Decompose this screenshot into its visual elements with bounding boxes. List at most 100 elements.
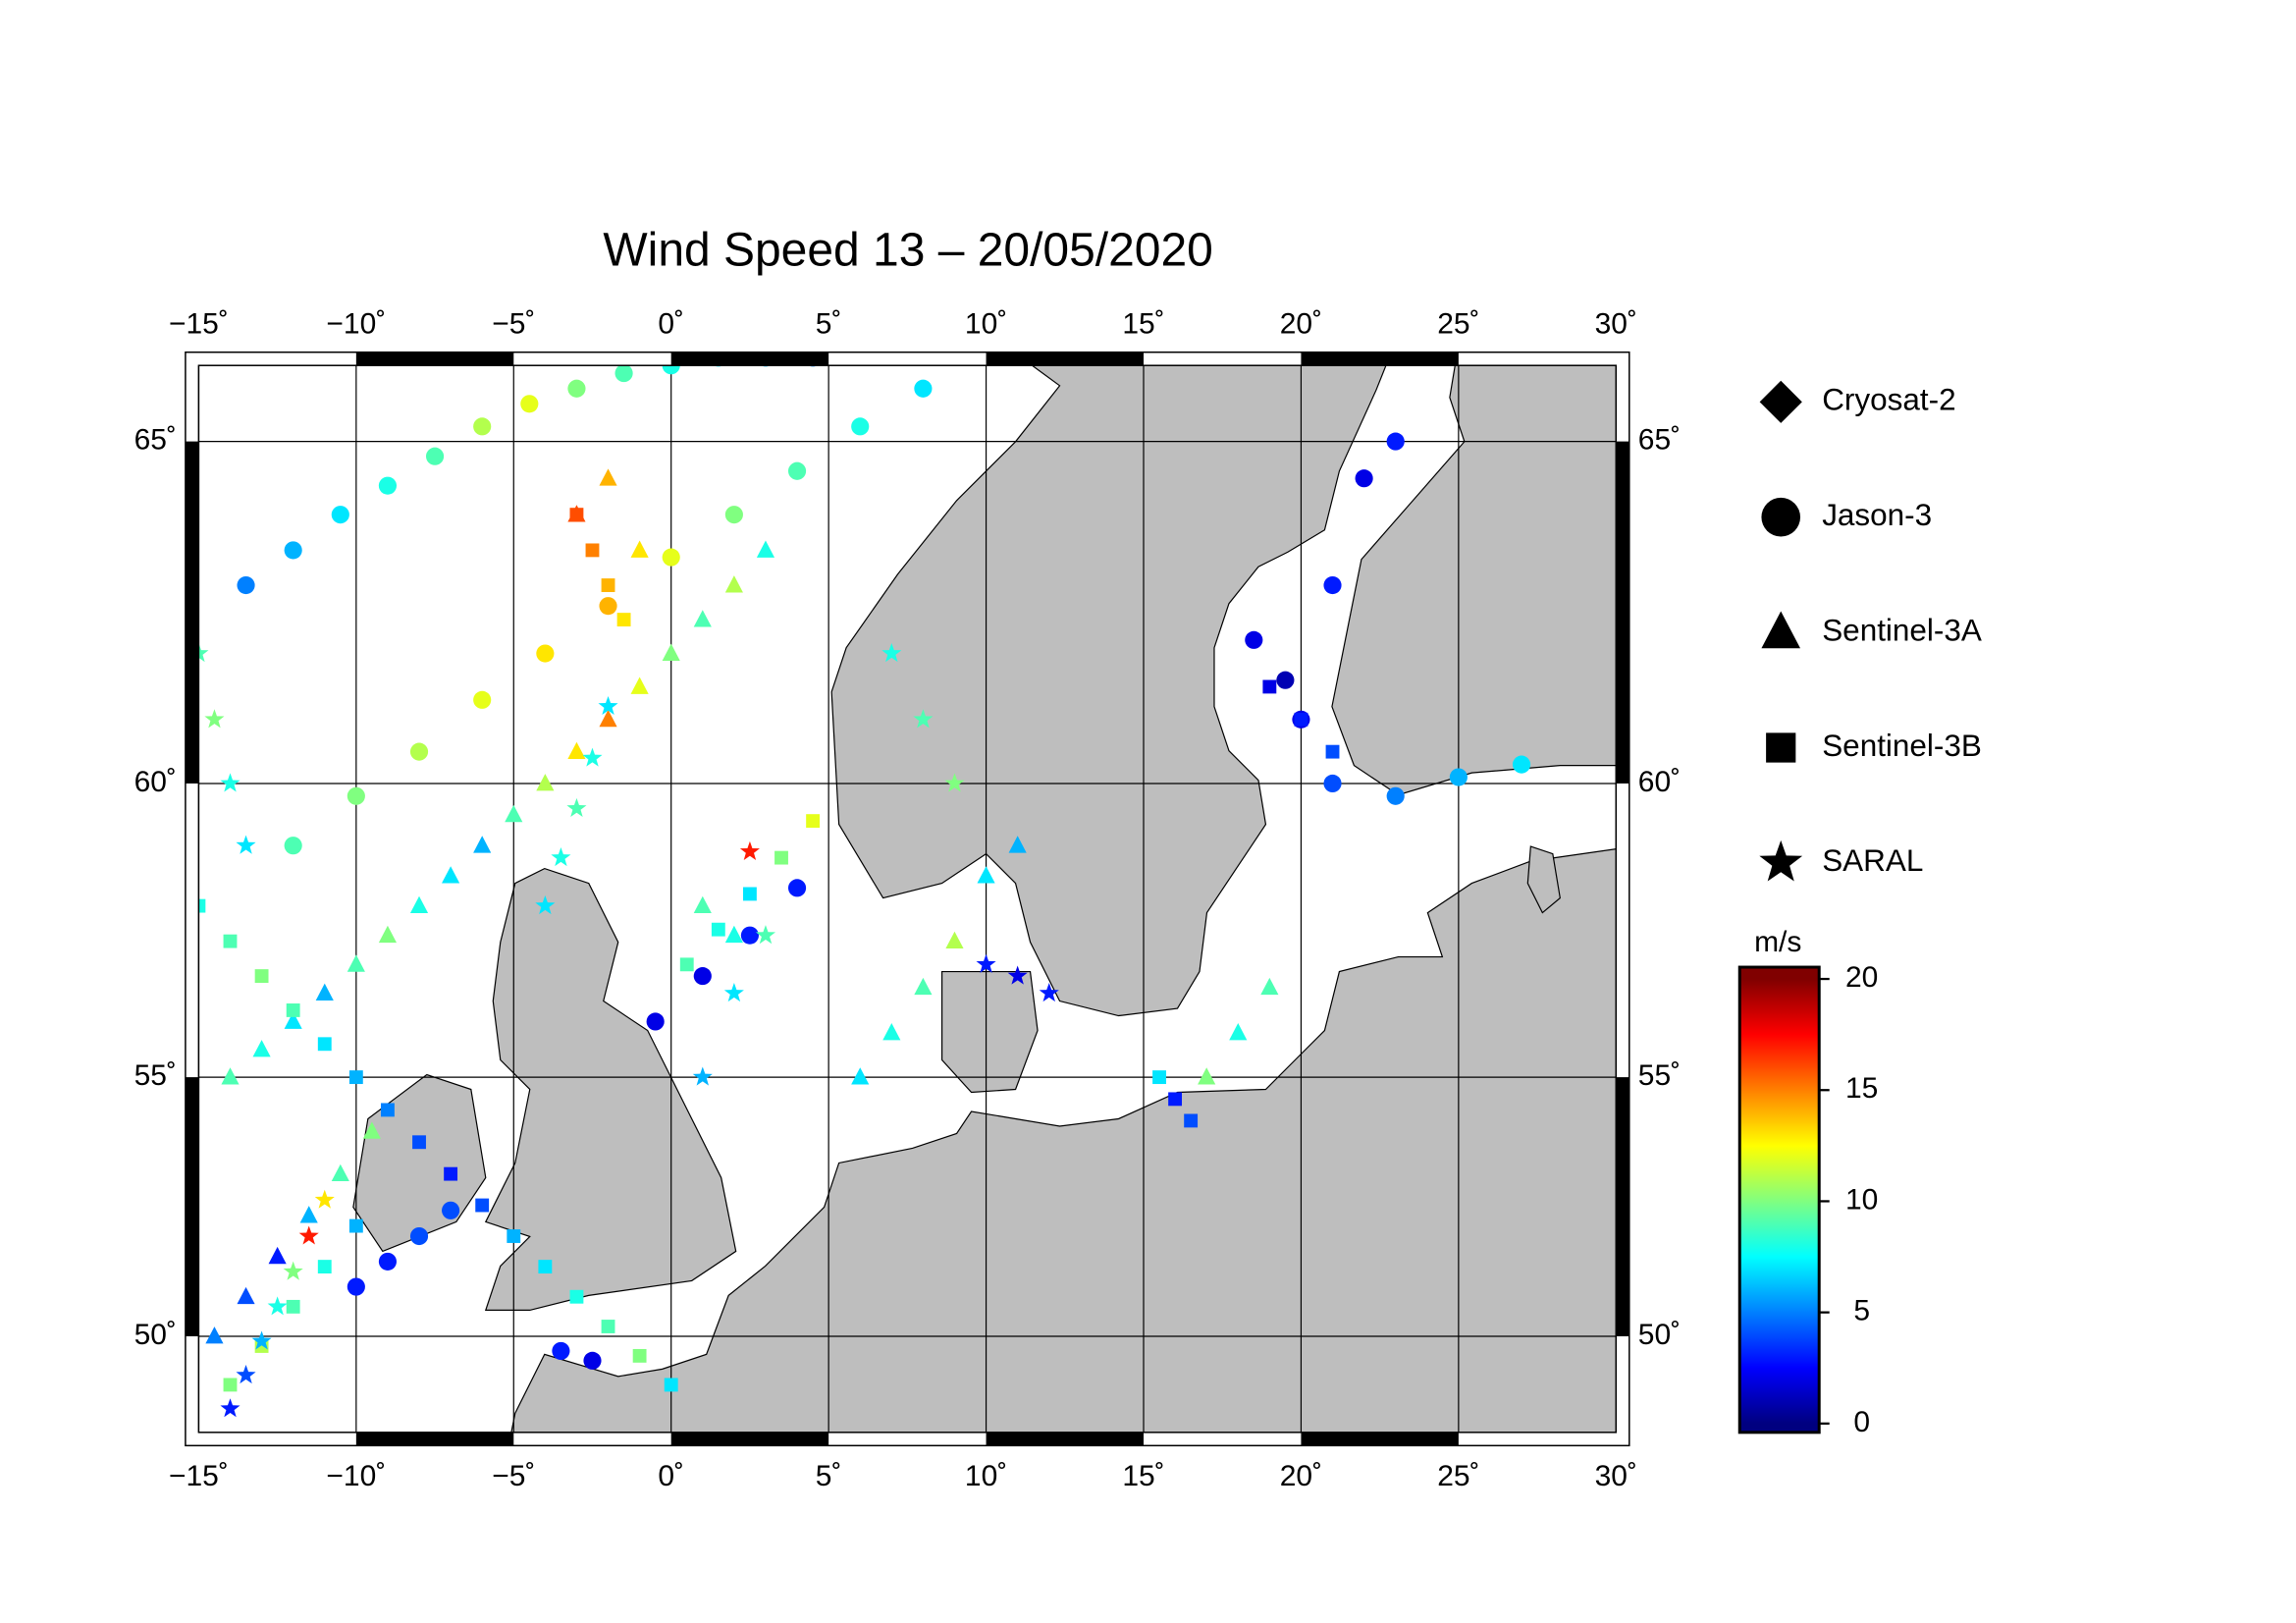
colorbar: m/s 0 5 10 15 20 <box>1737 926 1878 1438</box>
data-point <box>220 1398 240 1418</box>
data-point <box>1386 786 1405 805</box>
data-point <box>378 476 398 495</box>
data-point <box>331 506 349 524</box>
data-point <box>977 866 995 884</box>
legend-label: Cryosat-2 <box>1822 383 1955 417</box>
data-point <box>254 969 269 983</box>
data-point <box>1294 712 1308 727</box>
data-point <box>692 1066 713 1086</box>
points <box>198 364 1531 1418</box>
legend-marker <box>1759 380 1802 423</box>
data-point <box>409 1226 429 1246</box>
colorbar-tick-label: 10 <box>1845 1183 1878 1216</box>
frame-band <box>1616 1077 1629 1337</box>
colorbar-fill <box>1737 965 1821 1434</box>
data-point <box>740 926 759 945</box>
x-tick-label: −15˚ <box>169 1460 229 1492</box>
data-point <box>1276 671 1295 689</box>
great-britain <box>484 867 737 1311</box>
data-point <box>599 709 617 728</box>
data-point <box>632 1348 647 1363</box>
x-tick-label: 20˚ <box>1280 1460 1322 1492</box>
data-point <box>1008 836 1027 853</box>
data-point <box>473 690 492 709</box>
x-tick-label: 30˚ <box>1595 1460 1637 1492</box>
data-point <box>442 866 460 884</box>
data-point <box>583 1351 602 1370</box>
data-point <box>267 1296 288 1316</box>
chart-title: Wind Speed 13 – 20/05/2020 <box>603 225 1212 277</box>
data-point <box>646 1012 665 1031</box>
data-point <box>317 1260 332 1274</box>
scandinavia <box>830 364 1387 1017</box>
data-point <box>268 1246 287 1265</box>
x-tick-label: 10˚ <box>965 1460 1007 1492</box>
data-point <box>347 954 365 972</box>
data-point <box>378 925 398 944</box>
colorbar-tick-label: 15 <box>1845 1072 1878 1105</box>
data-point <box>298 1225 319 1245</box>
data-point <box>582 747 603 767</box>
data-point <box>236 835 256 854</box>
x-tick-label: −5˚ <box>492 308 535 341</box>
data-point <box>569 508 584 522</box>
x-tick-label: −15˚ <box>169 308 229 341</box>
data-point <box>314 1189 335 1209</box>
data-point <box>599 468 617 486</box>
y-tick-label: 60˚ <box>134 766 177 798</box>
data-point <box>286 1003 300 1017</box>
data-point <box>425 447 445 465</box>
data-point <box>756 540 775 558</box>
data-point <box>283 1261 303 1280</box>
data-point <box>1386 432 1405 451</box>
data-point <box>598 695 618 716</box>
x-tick-label: 0˚ <box>658 1460 684 1492</box>
frame-band <box>1301 352 1459 366</box>
frame-band <box>355 1432 514 1446</box>
data-point <box>724 575 743 593</box>
data-point <box>882 1023 901 1041</box>
data-point <box>1512 755 1531 774</box>
x-tick-label: 10˚ <box>965 308 1007 341</box>
data-point <box>662 548 680 567</box>
x-tick-label: 5˚ <box>816 1460 842 1492</box>
x-tick-label: 0˚ <box>658 308 684 341</box>
data-point <box>1325 744 1340 759</box>
data-point <box>881 642 902 663</box>
data-point <box>1323 774 1342 793</box>
data-point <box>711 922 725 937</box>
data-point <box>1198 1067 1216 1085</box>
data-point <box>723 983 744 1002</box>
legend-label: Sentinel-3B <box>1822 729 1982 763</box>
data-point <box>566 797 587 818</box>
legend-marker <box>1761 497 1801 537</box>
colorbar-tick-label: 0 <box>1853 1406 1870 1438</box>
data-point <box>630 676 649 694</box>
legend-label: Sentinel-3A <box>1822 613 1982 647</box>
data-point <box>236 1365 256 1384</box>
data-point <box>284 837 302 855</box>
data-point <box>914 379 933 398</box>
data-point <box>945 931 964 949</box>
data-point <box>473 417 492 436</box>
frame-band <box>670 352 829 366</box>
data-point <box>475 1198 490 1213</box>
data-point <box>552 1341 570 1361</box>
gotland <box>1526 845 1561 914</box>
data-point <box>536 774 555 791</box>
continent <box>510 848 1617 1433</box>
land <box>352 364 1617 1433</box>
frame-band <box>355 352 514 366</box>
y-tick-label: 60˚ <box>1638 766 1681 798</box>
data-point <box>251 1330 272 1350</box>
data-point <box>237 575 255 595</box>
data-point <box>679 957 694 972</box>
data-point <box>252 1040 271 1057</box>
frame-band <box>185 441 199 784</box>
frame-band <box>1301 1432 1459 1446</box>
frame-inner <box>197 364 1618 1434</box>
data-point <box>505 804 523 823</box>
data-point <box>693 967 712 986</box>
data-point <box>348 1070 363 1085</box>
data-point <box>724 506 743 524</box>
